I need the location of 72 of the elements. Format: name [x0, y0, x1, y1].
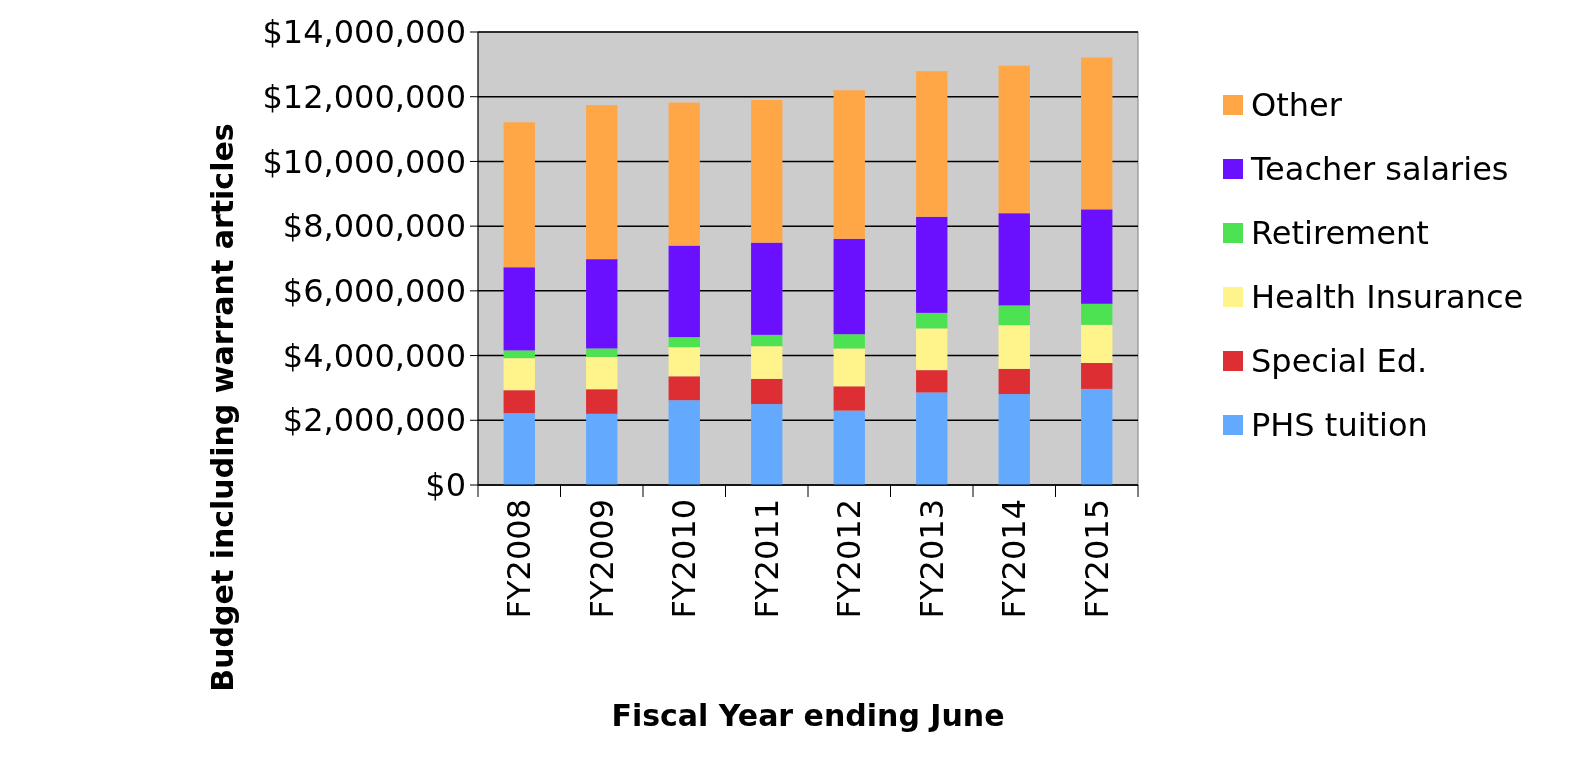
bar — [998, 213, 1030, 306]
bar — [916, 71, 948, 217]
bar — [833, 386, 865, 411]
x-tick-label: FY2013 — [912, 499, 951, 619]
bar — [833, 90, 865, 239]
y-tick-label: $8,000,000 — [282, 207, 466, 246]
x-tick-label: FY2010 — [665, 499, 704, 619]
bar — [668, 102, 700, 246]
x-tick-label: FY2011 — [747, 499, 786, 619]
bar — [586, 259, 618, 349]
bar — [586, 348, 618, 357]
bar — [833, 238, 865, 335]
legend-label: Teacher salaries — [1250, 150, 1509, 189]
bar — [668, 400, 700, 485]
y-tick-label: $4,000,000 — [282, 336, 466, 375]
bar — [998, 65, 1030, 214]
bar — [751, 242, 783, 335]
legend-label: Health Insurance — [1251, 278, 1524, 317]
bar — [668, 337, 700, 348]
x-tick-label: FY2012 — [830, 499, 869, 619]
bar — [751, 378, 783, 405]
legend-label: Special Ed. — [1251, 342, 1428, 381]
bar — [503, 390, 535, 414]
bar — [668, 245, 700, 338]
bar — [1081, 209, 1113, 304]
bar — [1081, 324, 1113, 364]
x-axis-title: Fiscal Year ending June — [611, 698, 1005, 733]
bar — [833, 334, 865, 349]
legend-label: Other — [1251, 86, 1343, 125]
bar — [751, 334, 783, 347]
bar — [586, 356, 618, 390]
y-tick-label: $2,000,000 — [282, 401, 466, 440]
bar — [916, 370, 948, 393]
bar — [751, 404, 783, 485]
bar — [916, 392, 948, 485]
bar — [586, 413, 618, 485]
bar — [503, 358, 535, 391]
bar — [668, 376, 700, 401]
y-tick-label: $10,000,000 — [262, 142, 466, 181]
bar — [751, 99, 783, 243]
y-tick-label: $12,000,000 — [262, 77, 466, 116]
y-axis-title: Budget including warrant articles — [205, 123, 240, 692]
bar — [998, 305, 1030, 326]
y-tick-label: $0 — [425, 466, 466, 505]
x-tick-label: FY2008 — [500, 499, 539, 619]
y-tick-label: $6,000,000 — [282, 272, 466, 311]
bar — [998, 325, 1030, 369]
bar — [586, 389, 618, 414]
bar — [668, 347, 700, 377]
bar — [751, 346, 783, 379]
bar — [833, 410, 865, 485]
x-tick-label: FY2015 — [1077, 499, 1116, 619]
bar — [1081, 388, 1113, 485]
bar — [1081, 303, 1113, 325]
bar — [503, 413, 535, 485]
bar — [998, 368, 1030, 395]
bar — [833, 348, 865, 387]
bar — [503, 122, 535, 268]
bar — [503, 350, 535, 359]
bar — [916, 216, 948, 313]
bar — [503, 267, 535, 351]
y-tick-label: $14,000,000 — [262, 13, 466, 52]
x-tick-label: FY2014 — [995, 499, 1034, 619]
bar — [1081, 57, 1113, 210]
legend-label: Retirement — [1251, 214, 1429, 253]
bar — [1081, 363, 1113, 389]
bar — [586, 105, 618, 260]
bar — [998, 394, 1030, 485]
bar — [916, 328, 948, 371]
legend-label: PHS tuition — [1251, 406, 1428, 445]
x-tick-label: FY2009 — [582, 499, 621, 619]
bar — [916, 312, 948, 329]
